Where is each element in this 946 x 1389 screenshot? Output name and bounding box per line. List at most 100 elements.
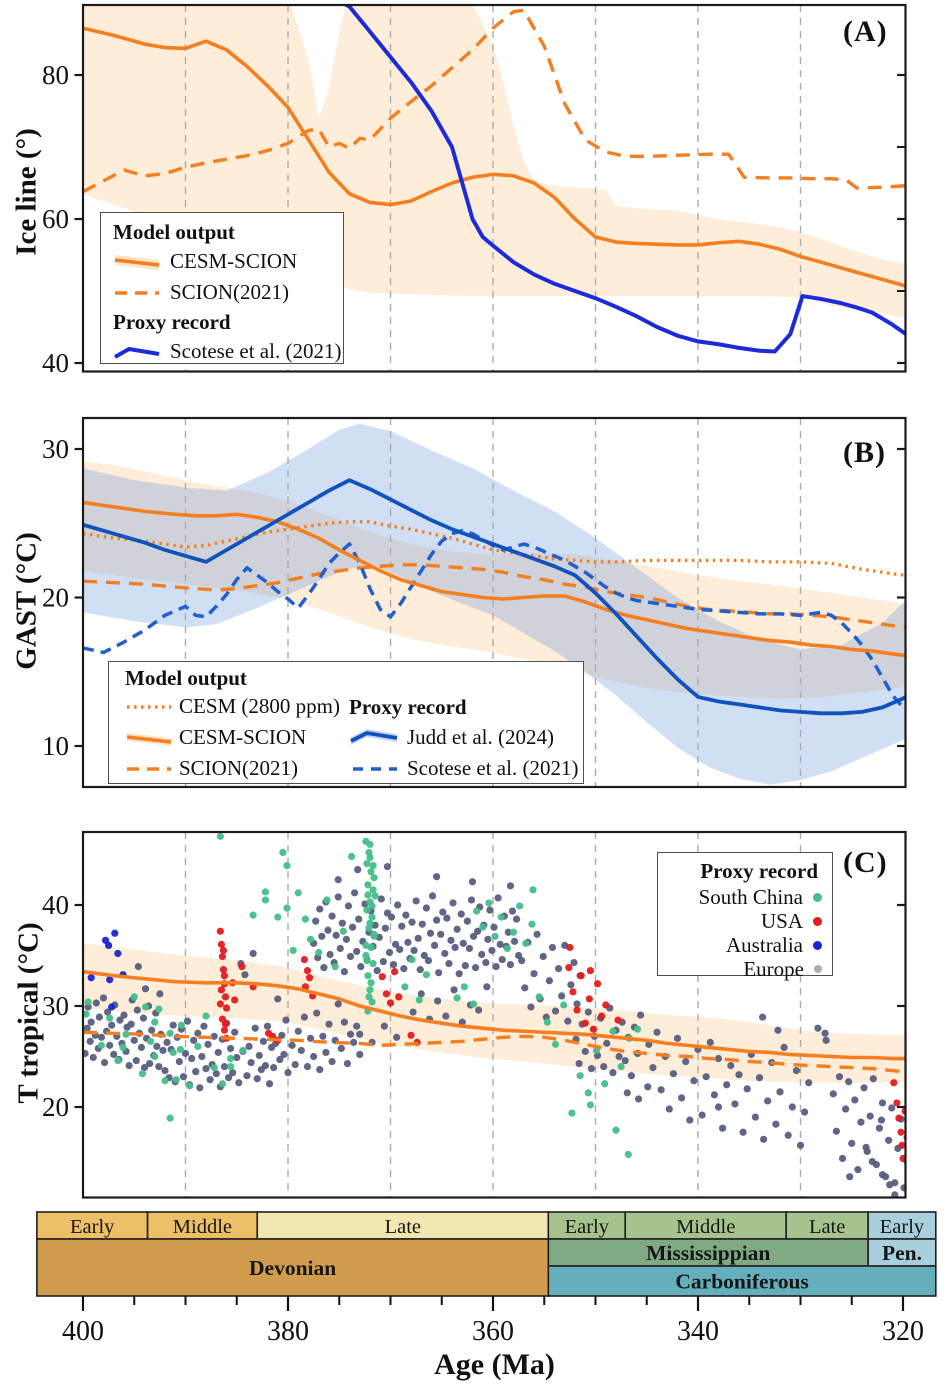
geo-system-carboniferous-label: Carboniferous <box>675 1270 808 1294</box>
data-point <box>433 873 441 881</box>
data-point <box>484 935 492 943</box>
data-point <box>838 1154 847 1163</box>
data-point <box>261 888 270 896</box>
data-point <box>912 1169 919 1176</box>
panel-label-b: (B) <box>843 436 886 469</box>
data-point <box>623 1089 631 1097</box>
dashed-line-sample-icon <box>127 766 171 771</box>
data-point <box>780 1043 788 1052</box>
data-point <box>364 972 372 980</box>
data-point <box>469 932 478 940</box>
data-point <box>586 1101 594 1109</box>
data-point <box>581 1047 589 1056</box>
data-point <box>202 1065 210 1073</box>
data-point <box>479 923 487 931</box>
data-point <box>364 881 372 889</box>
data-point <box>210 1064 218 1072</box>
panel-b-frame <box>81 416 907 789</box>
data-point <box>463 917 471 925</box>
data-point <box>637 1011 645 1019</box>
geo-period-pen-label: Pen. <box>882 1241 922 1265</box>
data-point <box>516 902 524 910</box>
data-point <box>510 937 519 945</box>
data-point <box>486 906 494 914</box>
data-point <box>475 1006 483 1014</box>
data-point <box>878 1099 887 1107</box>
data-point <box>291 1060 299 1069</box>
data-point <box>146 1059 154 1068</box>
data-point <box>328 1057 336 1066</box>
data-point <box>627 1072 635 1080</box>
data-point <box>560 1001 568 1009</box>
series-scion-2021- <box>83 1030 906 1074</box>
data-point <box>468 878 477 886</box>
legend-a-item-scion: SCION(2021) <box>113 277 335 308</box>
data-point <box>832 1127 840 1135</box>
data-point <box>92 999 100 1007</box>
legend-panel-c: Proxy record South China USA Australia E… <box>657 852 833 981</box>
data-point <box>100 1058 109 1067</box>
data-point <box>310 1052 318 1061</box>
data-point <box>644 1083 652 1091</box>
data-point <box>774 1026 782 1034</box>
data-point <box>188 1054 196 1063</box>
series-judd-et-al-2024- <box>83 478 906 716</box>
data-point <box>120 1011 128 1019</box>
data-point <box>351 889 359 897</box>
data-point <box>612 1126 620 1134</box>
data-point <box>805 1079 813 1087</box>
data-point <box>899 1154 906 1163</box>
data-point <box>363 956 371 965</box>
data-point <box>784 1131 792 1139</box>
data-point <box>356 1030 364 1038</box>
legend-b-proxy-header: Proxy record <box>349 694 467 719</box>
data-point <box>535 993 543 1001</box>
data-point <box>147 1037 155 1045</box>
data-point <box>216 1000 224 1008</box>
legend-a-item-scotese: Scotese et al. (2021) <box>113 336 341 367</box>
data-point <box>586 967 594 975</box>
data-point <box>584 1089 592 1097</box>
data-point <box>404 938 412 946</box>
data-point <box>772 1120 780 1128</box>
data-point <box>306 935 315 943</box>
blue-line-sample-icon <box>114 346 160 359</box>
data-point <box>105 941 113 950</box>
data-point <box>334 1000 342 1008</box>
data-point <box>872 1160 880 1169</box>
y-tick-label: 10 <box>42 731 69 761</box>
data-point <box>603 1039 611 1047</box>
data-point <box>217 940 225 948</box>
data-point <box>551 1040 560 1048</box>
data-point <box>391 968 399 976</box>
australia-dot-icon <box>813 940 822 950</box>
geo-epoch-late-label: Late <box>809 1216 845 1238</box>
data-point <box>322 1048 330 1057</box>
data-point <box>587 1065 596 1073</box>
data-point <box>263 1022 272 1030</box>
blue-line-with-band-sample-icon <box>350 728 398 745</box>
y-axis-label-panel-c: T tropical (°C) <box>12 922 45 1104</box>
data-point <box>417 990 425 998</box>
data-point <box>247 1058 255 1067</box>
panel-c-frame <box>81 830 907 1199</box>
data-point <box>106 976 114 984</box>
data-point <box>222 1004 231 1012</box>
data-point <box>276 1055 284 1064</box>
data-point <box>530 970 538 978</box>
data-point <box>204 1040 212 1048</box>
data-point <box>458 1018 466 1026</box>
data-point <box>219 966 228 974</box>
data-point <box>449 899 457 907</box>
data-point <box>163 1038 171 1046</box>
data-point <box>910 1188 917 1195</box>
legend-c-item-south-china: South China <box>666 885 822 909</box>
data-point <box>412 897 420 905</box>
data-point <box>364 891 372 899</box>
data-point <box>386 999 395 1007</box>
data-point <box>509 928 518 936</box>
data-point <box>373 967 381 975</box>
data-point <box>394 901 402 909</box>
data-point <box>426 929 435 937</box>
data-point <box>459 939 467 947</box>
